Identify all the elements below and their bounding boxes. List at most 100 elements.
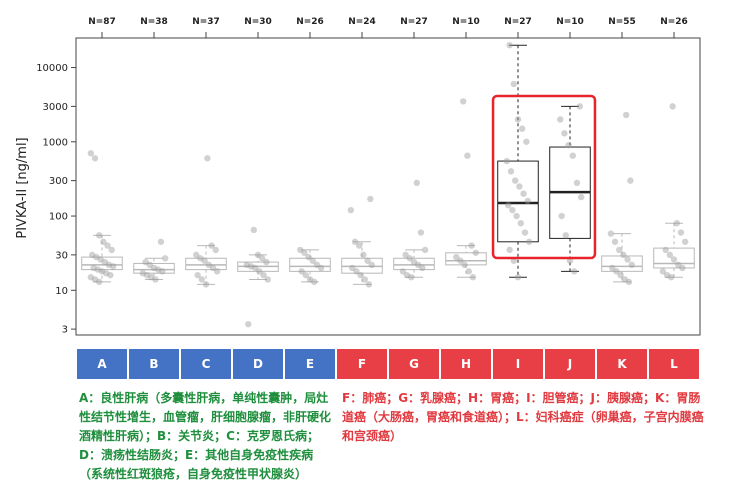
data-point: [677, 229, 685, 236]
data-point: [625, 278, 633, 286]
n-count-label: N=10: [452, 17, 480, 27]
plot-frame: [75, 37, 701, 336]
data-point: [507, 168, 515, 175]
data-point: [627, 177, 634, 184]
data-point: [609, 264, 616, 272]
data-point: [349, 264, 356, 272]
data-point: [101, 258, 108, 266]
data-point: [96, 232, 103, 239]
category-label: L: [670, 357, 678, 371]
category-cell: [77, 349, 127, 379]
category-label: J: [567, 357, 572, 371]
box: [133, 262, 175, 274]
data-point: [525, 238, 533, 245]
category-label: G: [409, 357, 419, 371]
data-point: [669, 103, 676, 110]
data-point: [514, 274, 522, 281]
data-point: [89, 251, 96, 259]
data-point: [506, 41, 513, 49]
category-cell: [545, 349, 595, 379]
category-label: D: [253, 357, 263, 371]
data-point: [668, 274, 675, 281]
y-tick-label: 1000: [43, 137, 68, 148]
y-tick-label: 3: [62, 325, 68, 336]
data-point: [194, 271, 201, 279]
data-point: [102, 269, 110, 277]
category-cell: [337, 349, 387, 379]
data-point: [254, 251, 262, 259]
data-point: [98, 268, 106, 275]
data-point: [159, 268, 166, 275]
data-point: [87, 150, 95, 157]
data-point: [617, 271, 624, 279]
category-label: E: [306, 357, 314, 371]
data-point: [353, 268, 360, 275]
y-tick-label: 10000: [36, 63, 68, 74]
data-point: [503, 157, 511, 165]
data-point: [620, 251, 627, 259]
data-point: [577, 193, 585, 201]
data-point: [252, 264, 259, 272]
category-label: K: [617, 357, 627, 371]
data-point: [97, 256, 104, 263]
data-point: [421, 246, 429, 254]
data-point: [509, 206, 516, 214]
data-point: [468, 242, 475, 249]
data-point: [622, 111, 630, 119]
data-point: [201, 257, 208, 264]
data-point: [317, 264, 325, 272]
data-point: [150, 264, 158, 272]
data-point: [472, 249, 479, 256]
data-point: [197, 255, 204, 262]
data-point: [518, 125, 526, 132]
y-tick-label: 300: [49, 176, 68, 187]
n-count-label: N=26: [296, 17, 324, 27]
data-point: [357, 271, 364, 279]
data-point: [569, 152, 576, 159]
data-point: [361, 276, 368, 283]
n-count-label: N=37: [192, 17, 220, 27]
data-point: [679, 264, 686, 272]
data-point: [109, 263, 117, 270]
data-point: [148, 274, 155, 281]
data-point: [258, 255, 266, 262]
data-point: [161, 255, 169, 262]
data-point: [561, 130, 568, 137]
category-label: F: [358, 357, 366, 371]
data-point: [104, 242, 111, 249]
data-point: [367, 195, 374, 203]
data-point: [506, 246, 513, 254]
data-point: [673, 220, 680, 227]
data-point: [263, 258, 270, 266]
data-point: [356, 242, 363, 249]
data-point: [414, 261, 422, 269]
data-point: [204, 155, 211, 162]
data-point: [310, 278, 318, 286]
box: [445, 252, 487, 266]
data-point: [298, 268, 305, 275]
data-point: [621, 276, 628, 283]
data-point: [90, 264, 97, 272]
data-point: [624, 256, 631, 263]
category-bar: A B C D E F G H I J K L: [77, 349, 699, 379]
data-point: [406, 255, 414, 262]
y-tick-label: 10: [55, 286, 68, 297]
data-point: [510, 80, 518, 88]
data-point: [460, 98, 467, 105]
data-point: [573, 179, 581, 187]
data-point: [212, 246, 219, 254]
data-point: [402, 251, 409, 259]
n-count-label: N=30: [244, 17, 272, 27]
data-point: [505, 201, 512, 209]
data-point: [306, 276, 314, 283]
box: [289, 257, 331, 272]
data-point: [139, 269, 147, 277]
data-point: [565, 141, 572, 149]
data-point: [154, 266, 162, 273]
data-point: [517, 220, 524, 227]
data-point: [670, 256, 678, 263]
data-point: [91, 276, 99, 283]
data-point: [613, 268, 620, 275]
data-point: [108, 246, 115, 254]
